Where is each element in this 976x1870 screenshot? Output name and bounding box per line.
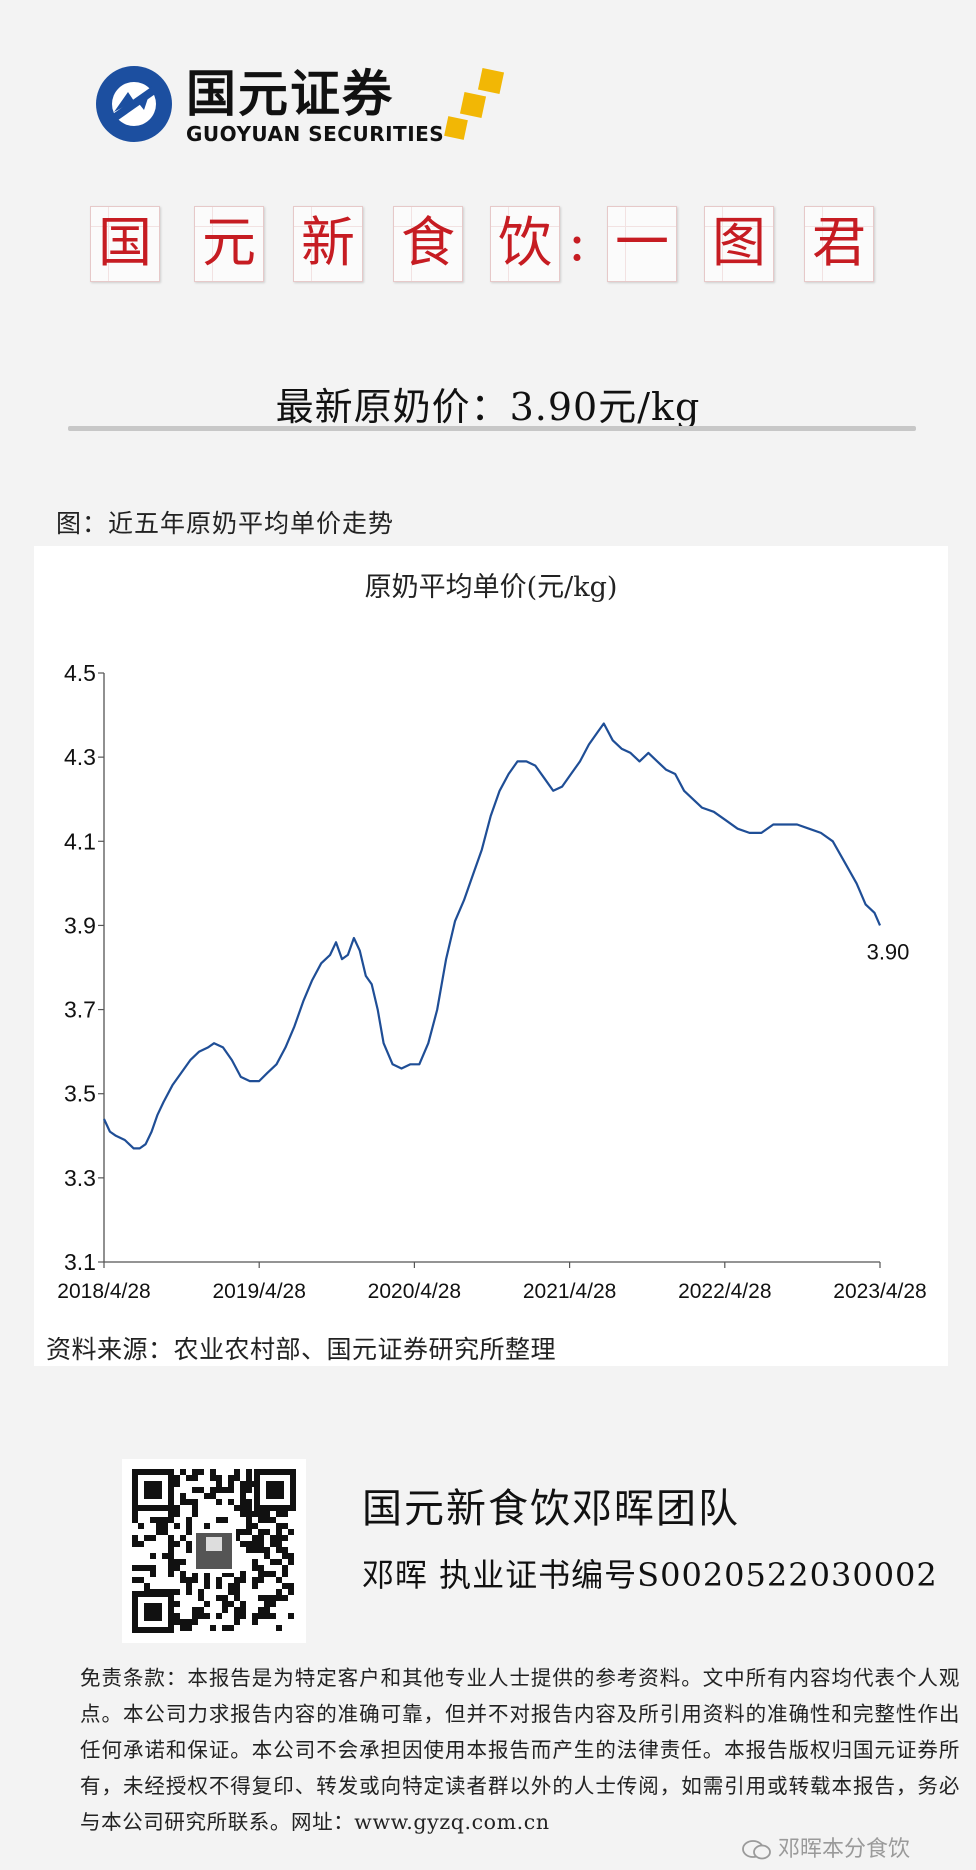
guoyuan-logo-icon <box>96 66 172 142</box>
x-tick-label: 2018/4/28 <box>57 1280 150 1303</box>
watermark-text: 邓晖本分食饮 <box>778 1837 911 1862</box>
x-tick-label: 2021/4/28 <box>523 1280 616 1303</box>
brand-name-cn: 国元证券 <box>186 65 394 123</box>
headline: 最新原奶价：3.90元/kg <box>275 385 701 429</box>
qr-code-icon <box>122 1459 306 1643</box>
title-tile: 君 <box>804 206 874 282</box>
title-tile: 饮 <box>490 206 560 282</box>
headline-divider <box>68 426 916 431</box>
team-name: 国元新食饮邓晖团队 <box>362 1486 740 1532</box>
y-tick-label: 4.5 <box>64 660 96 686</box>
chart-title: 原奶平均单价(元/kg) <box>365 572 618 603</box>
y-tick-label: 3.7 <box>64 997 96 1023</box>
title-tile: 国 <box>90 206 160 282</box>
price-series-line <box>103 722 882 1150</box>
title-tile: 一 <box>607 206 677 282</box>
line-chart: 原奶平均单价(元/kg) 3.1 3.3 3.5 3.7 3.9 4.1 4.3 4.5 2018… <box>57 572 926 1303</box>
wechat-icon <box>742 1840 771 1860</box>
y-tick-label: 3.9 <box>64 912 96 938</box>
title-colon: : <box>567 210 587 273</box>
figure-caption: 图：近五年原奶平均单价走势 <box>56 509 395 538</box>
x-tick-label: 2019/4/28 <box>212 1280 305 1303</box>
chart-panel: 原奶平均单价(元/kg) 3.1 3.3 3.5 3.7 3.9 4.1 4.3 4.5 2018… <box>34 546 948 1366</box>
certificate-line: 邓晖 执业证书编号S0020522030002 <box>362 1556 938 1594</box>
x-tick-label: 2023/4/28 <box>833 1280 926 1303</box>
title-tile: 元 <box>194 206 264 282</box>
title-tile: 食 <box>393 206 463 282</box>
y-tick-label: 4.1 <box>64 828 96 854</box>
y-tick-label: 3.5 <box>64 1081 96 1107</box>
title-tile: 新 <box>293 206 363 282</box>
x-tick-label: 2022/4/28 <box>678 1280 771 1303</box>
column-title-tiles: 国 元 新 食 饮 : 一 图 君 <box>90 206 880 282</box>
wechat-watermark: 邓晖本分食饮 <box>742 1831 910 1863</box>
disclaimer: 免责条款：本报告是为特定客户和其他专业人士提供的参考资料。文中所有内容均代表个人… <box>80 1666 960 1834</box>
y-tick-label: 3.1 <box>64 1249 96 1275</box>
y-tick-label: 3.3 <box>64 1165 96 1191</box>
title-tile: 图 <box>704 206 774 282</box>
x-tick-label: 2020/4/28 <box>368 1280 461 1303</box>
source-note: 资料来源：农业农村部、国元证券研究所整理 <box>46 1335 557 1364</box>
y-tick-label: 4.3 <box>64 744 96 770</box>
gold-diamonds-icon <box>444 67 505 140</box>
brand-name-en: GUOYUAN SECURITIES <box>186 122 445 146</box>
series-end-label: 3.90 <box>867 939 910 964</box>
